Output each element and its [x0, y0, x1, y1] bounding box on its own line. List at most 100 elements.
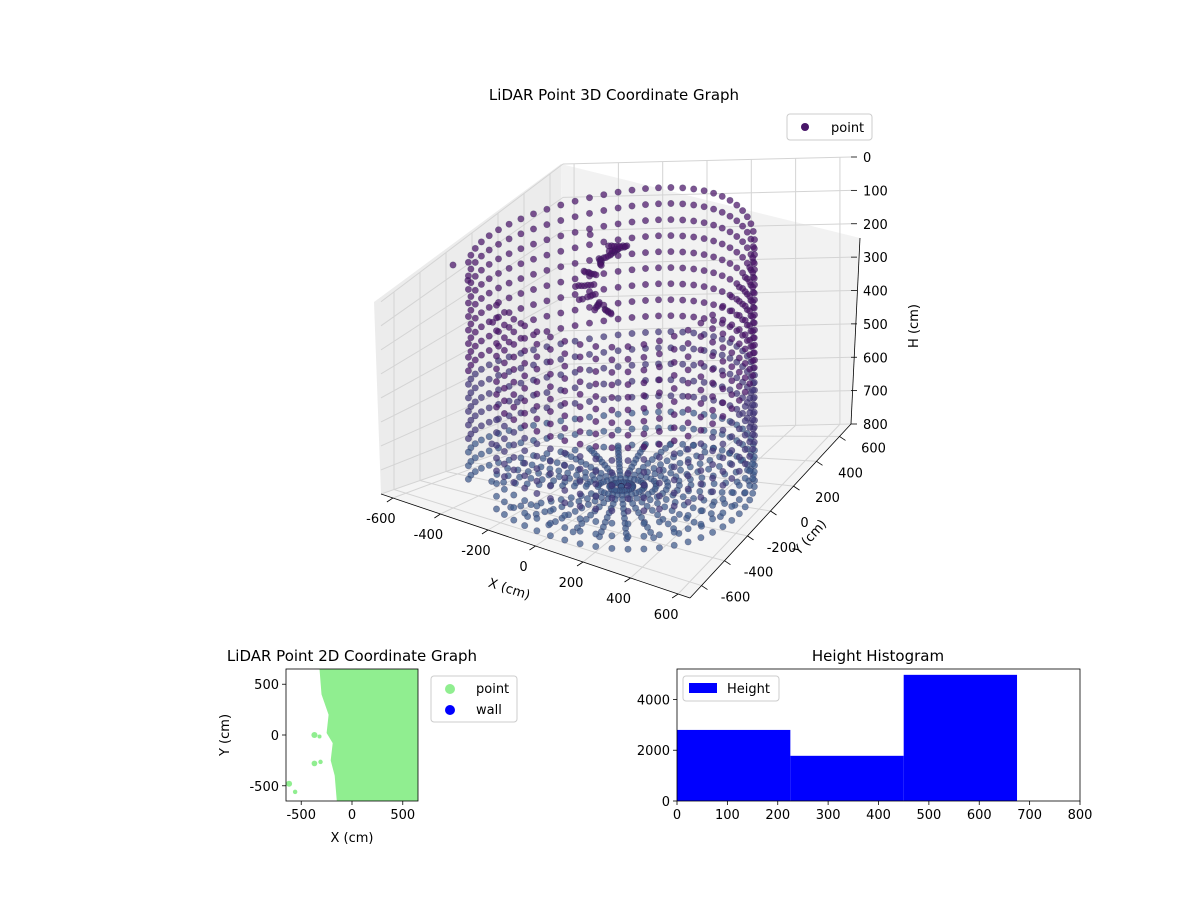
point-3d: [676, 449, 684, 457]
point-3d: [710, 301, 718, 309]
legend-3d: point: [786, 113, 873, 141]
point-3d: [628, 218, 636, 226]
point-3d: [655, 505, 663, 513]
histogram-bar: [790, 755, 904, 801]
point-3d: [608, 519, 616, 527]
z-tick-label: 700: [863, 385, 888, 400]
point-3d: [494, 240, 502, 248]
z-axis-label: H (cm): [907, 304, 922, 348]
point-3d: [510, 428, 518, 436]
point-3d: [477, 337, 485, 345]
point-3d: [585, 350, 593, 358]
x-tick-label: -400: [414, 528, 444, 543]
point-3d: [592, 542, 600, 550]
point-3d: [546, 494, 554, 502]
point-3d: [684, 498, 692, 506]
point-3d: [533, 402, 541, 410]
point-3d: [728, 335, 736, 343]
point-3d: [494, 371, 502, 379]
point-3d: [500, 334, 508, 342]
point-3d: [709, 406, 717, 414]
point-3d: [749, 430, 757, 438]
point-3d: [471, 412, 479, 420]
point-3d: [608, 356, 616, 364]
point-3d: [640, 443, 648, 451]
point-3d: [743, 228, 751, 236]
point-3d: [746, 496, 754, 504]
point-3d: [510, 441, 518, 449]
point-3d: [697, 399, 705, 407]
point-blob: [286, 780, 293, 787]
point-3d: [477, 280, 485, 288]
point-3d: [709, 393, 717, 401]
point-3d: [557, 294, 565, 302]
point-3d: [670, 345, 678, 353]
point-3d: [641, 233, 649, 241]
point-3d: [718, 224, 726, 232]
point-3d: [741, 359, 749, 367]
x-tick-label-2d: 500: [390, 808, 415, 823]
point-3d: [670, 528, 678, 536]
point-3d: [719, 454, 727, 462]
point-3d: [576, 540, 584, 548]
point-3d: [575, 296, 583, 304]
point-3d: [701, 448, 709, 456]
point-3d: [533, 489, 541, 497]
point-3d: [467, 375, 475, 383]
point-3d: [467, 306, 475, 314]
point-3d: [582, 460, 590, 468]
point-3d: [533, 390, 541, 398]
point-3d: [710, 412, 718, 420]
point-3d: [604, 242, 612, 250]
point-3d: [655, 389, 663, 397]
point-3d: [684, 485, 692, 493]
point-3d: [655, 440, 663, 448]
point-3d: [529, 240, 537, 248]
point-3d: [733, 374, 741, 382]
point-3d: [679, 360, 687, 368]
point-3d: [464, 272, 472, 280]
point-3d: [684, 392, 692, 400]
point-3d: [533, 465, 541, 473]
point-3d: [494, 269, 502, 277]
point-3d: [719, 509, 727, 517]
point-3d: [492, 365, 500, 373]
point-3d: [585, 194, 593, 202]
point-3d: [571, 322, 579, 330]
point-3d: [576, 428, 584, 436]
point-3d: [533, 340, 541, 348]
point-3d: [557, 217, 565, 225]
point-3d: [485, 346, 493, 354]
point-3d: [546, 395, 554, 403]
point-3d: [690, 425, 698, 433]
point-3d: [741, 374, 749, 382]
point-3d: [546, 370, 554, 378]
point-3d: [533, 502, 541, 510]
point-3d: [513, 398, 521, 406]
point-3d: [561, 536, 569, 544]
point-3d: [592, 492, 600, 500]
histogram-bar: [903, 674, 1018, 801]
point-3d: [667, 296, 675, 304]
point-3d: [690, 494, 698, 502]
point-3d: [739, 222, 747, 230]
point-3d: [697, 346, 705, 354]
point-3d: [471, 300, 479, 308]
point-3d: [628, 266, 636, 274]
point-3d: [464, 448, 472, 456]
point-3d: [628, 202, 636, 210]
point-3d: [521, 384, 529, 392]
point-3d: [464, 326, 472, 334]
point-3d: [467, 251, 475, 259]
point-3d: [684, 458, 692, 466]
point-3d: [679, 344, 687, 352]
point-3d: [640, 532, 648, 540]
point-3d: [741, 460, 749, 468]
point-3d: [585, 335, 593, 343]
point-3d: [477, 393, 485, 401]
point-3d: [746, 380, 754, 388]
point-3d: [700, 203, 708, 211]
histogram-bars: [677, 674, 1018, 801]
point-3d: [629, 499, 637, 507]
point-3d: [592, 417, 600, 425]
